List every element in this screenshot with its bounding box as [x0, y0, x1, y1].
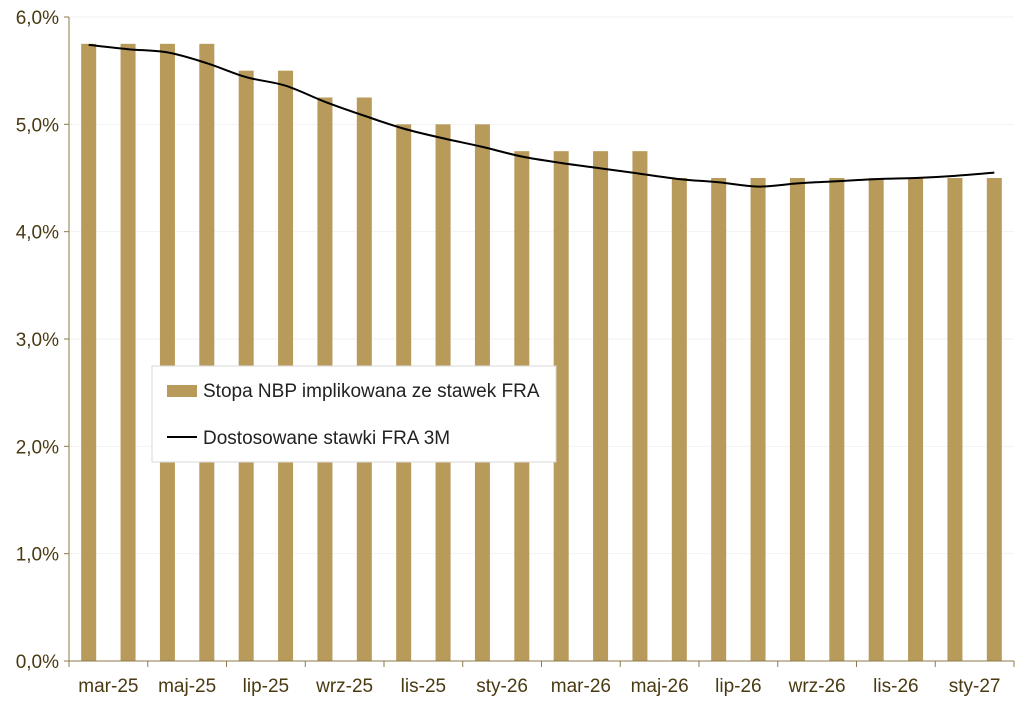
legend-bar-label: Stopa NBP implikowana ze stawek FRA: [203, 381, 540, 402]
bar: [789, 178, 805, 661]
y-tick-label: 1,0%: [16, 545, 59, 566]
x-tick-label: maj-25: [158, 676, 216, 697]
y-tick-label: 3,0%: [16, 330, 59, 351]
bar: [159, 43, 175, 662]
bar: [81, 43, 97, 662]
fra-3m-line: [88, 43, 995, 188]
x-tick-label: mar-26: [551, 676, 611, 697]
y-tick-label: 2,0%: [16, 437, 59, 458]
y-tick-label: 0,0%: [16, 652, 59, 673]
legend: Stopa NBP implikowana ze stawek FRA Dost…: [151, 365, 557, 463]
x-tick-label: mar-25: [78, 676, 138, 697]
bar: [750, 178, 766, 661]
bar-series: [81, 43, 1002, 662]
x-tick-label: wrz-25: [315, 676, 373, 697]
bar: [199, 43, 215, 662]
y-tick-label: 6,0%: [16, 8, 59, 29]
bar: [868, 178, 884, 661]
legend-box: [151, 365, 557, 463]
y-axis-tick-labels: 0,0% 1,0% 2,0% 3,0% 4,0% 5,0% 6,0%: [16, 8, 59, 673]
bar: [120, 43, 136, 662]
bar: [986, 178, 1002, 661]
axes: [64, 16, 1015, 667]
x-tick-label: lip-25: [243, 676, 289, 697]
line-series: [88, 43, 995, 188]
bar: [593, 151, 609, 661]
x-tick-label: sty-26: [476, 676, 528, 697]
bar: [553, 151, 569, 661]
x-axis-tick-labels: mar-25 maj-25 lip-25 wrz-25 lis-25 sty-26 mar-…: [78, 676, 1000, 697]
x-tick-label: lip-26: [715, 676, 761, 697]
bar: [671, 178, 687, 661]
bar: [908, 178, 924, 661]
x-tick-label: wrz-26: [788, 676, 846, 697]
y-tick-label: 5,0%: [16, 115, 59, 136]
legend-bar-swatch: [167, 385, 197, 397]
bar: [632, 151, 648, 661]
x-tick-label: maj-26: [631, 676, 689, 697]
bar: [947, 178, 963, 661]
legend-line-label: Dostosowane stawki FRA 3M: [203, 428, 450, 449]
bar: [829, 178, 845, 661]
y-tick-label: 4,0%: [16, 223, 59, 244]
x-tick-label: lis-26: [873, 676, 918, 697]
x-tick-label: sty-27: [949, 676, 1001, 697]
bar: [711, 178, 727, 661]
x-tick-label: lis-25: [401, 676, 446, 697]
